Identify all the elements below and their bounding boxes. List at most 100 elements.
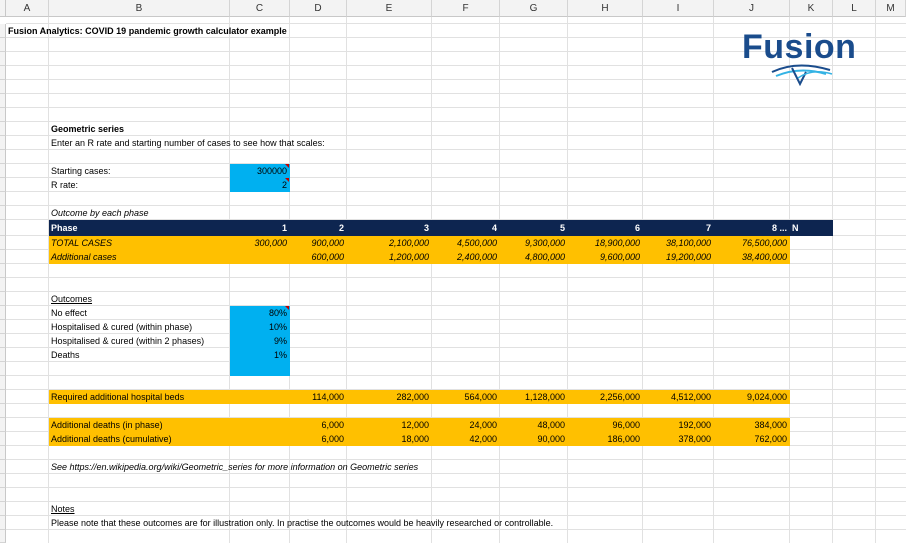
column-header[interactable]: B [49, 0, 230, 17]
row-header[interactable] [0, 38, 6, 52]
row-header[interactable] [0, 502, 6, 516]
grid-col-line [713, 17, 714, 543]
grid-row-line [6, 501, 906, 502]
starting-cases-label: Starting cases: [51, 166, 111, 176]
column-header[interactable]: C [230, 0, 290, 17]
row-header[interactable] [0, 432, 6, 446]
row-header[interactable] [0, 250, 6, 264]
grid-row-line [6, 473, 906, 474]
outcome-title: Outcome by each phase [51, 208, 149, 218]
column-header[interactable]: M [876, 0, 906, 17]
logo-wordmark: Fusion [742, 28, 857, 66]
grid-row-line [6, 163, 906, 164]
row-header[interactable] [0, 390, 6, 404]
comment-indicator-icon [285, 164, 289, 168]
column-header[interactable]: J [714, 0, 790, 17]
grid-col-line [789, 17, 790, 543]
row-header[interactable] [0, 460, 6, 474]
table-cell: 300,000 [254, 238, 287, 248]
notes-text: Please note that these outcomes are for … [51, 518, 554, 528]
r-rate-input[interactable]: 2 [281, 180, 287, 190]
table-cell: 4,500,000 [456, 238, 497, 248]
table-cell: 76,500,000 [741, 238, 787, 248]
grid-col-line [346, 17, 347, 543]
deaths-phase-value: 384,000 [754, 420, 787, 430]
grid-col-line [832, 17, 833, 543]
row-header[interactable] [0, 24, 6, 38]
deaths-phase-value: 12,000 [401, 420, 429, 430]
phase-number: 2 [338, 223, 344, 233]
row-header[interactable] [0, 206, 6, 220]
column-header[interactable]: H [568, 0, 643, 17]
starting-cases-input[interactable]: 300000 [256, 166, 287, 176]
grid-row-line [6, 291, 906, 292]
grid-row-line [6, 23, 906, 24]
deaths-cumulative-value: 90,000 [537, 434, 565, 444]
column-header[interactable]: G [500, 0, 568, 17]
grid-row-line [6, 333, 906, 334]
row-header[interactable] [0, 446, 6, 460]
sheet-title: Fusion Analytics: COVID 19 pandemic grow… [8, 26, 287, 36]
beds-row-fill [49, 390, 790, 404]
column-header[interactable]: A [6, 0, 49, 17]
row-header[interactable] [0, 94, 6, 108]
row-header[interactable] [0, 292, 6, 306]
row-header[interactable] [0, 136, 6, 150]
row-header[interactable] [0, 516, 6, 530]
row-header[interactable] [0, 488, 6, 502]
table-cell: 9,300,000 [524, 238, 565, 248]
column-header[interactable]: D [290, 0, 347, 17]
row-header[interactable] [0, 178, 6, 192]
row-header[interactable] [0, 306, 6, 320]
row-header[interactable] [0, 164, 6, 178]
grid-row-line [6, 529, 906, 530]
row-header[interactable] [0, 320, 6, 334]
row-header[interactable] [0, 348, 6, 362]
phase-number: 1 [281, 223, 287, 233]
grid-row-line [6, 65, 906, 66]
phase-label: Phase [51, 223, 78, 233]
row-header[interactable] [0, 66, 6, 80]
row-header[interactable] [0, 122, 6, 136]
row-header[interactable] [0, 334, 6, 348]
outcome-input[interactable]: 10% [268, 322, 287, 332]
row-header[interactable] [0, 108, 6, 122]
grid-row-line [6, 191, 906, 192]
deaths-cumulative-label: Additional deaths (cumulative) [51, 434, 172, 444]
grid-col-line [567, 17, 568, 543]
row-header[interactable] [0, 404, 6, 418]
row-header[interactable] [0, 192, 6, 206]
column-header[interactable]: L [833, 0, 876, 17]
column-header[interactable]: E [347, 0, 432, 17]
row-header[interactable] [0, 220, 6, 236]
row-header[interactable] [0, 80, 6, 94]
grid-col-line [875, 17, 876, 543]
column-header[interactable]: F [432, 0, 500, 17]
row-header[interactable] [0, 418, 6, 432]
table-cell: 38,100,000 [665, 238, 711, 248]
outcome-input[interactable]: 80% [268, 308, 287, 318]
outcome-input[interactable]: 9% [273, 336, 287, 346]
beds-value: 1,128,000 [524, 392, 565, 402]
column-header[interactable]: K [790, 0, 833, 17]
column-header[interactable]: I [643, 0, 714, 17]
row-header[interactable] [0, 530, 6, 543]
row-header[interactable] [0, 362, 6, 376]
outcome-input[interactable]: 1% [273, 350, 287, 360]
row-header[interactable] [0, 278, 6, 292]
row-header[interactable] [0, 236, 6, 250]
outcome-input-fill [230, 362, 290, 376]
select-all-corner[interactable] [0, 0, 6, 17]
beds-value: 282,000 [396, 392, 429, 402]
row-header[interactable] [0, 264, 6, 278]
grid-row-line [6, 459, 906, 460]
grid-col-line [229, 17, 230, 543]
row-header[interactable] [0, 376, 6, 390]
phase-number: 7 [705, 223, 711, 233]
deaths-phase-value: 96,000 [612, 420, 640, 430]
row-header[interactable] [0, 52, 6, 66]
row-header[interactable] [0, 150, 6, 164]
row-header[interactable] [0, 474, 6, 488]
deaths-phase-value: 24,000 [469, 420, 497, 430]
grid-row-line [6, 149, 906, 150]
